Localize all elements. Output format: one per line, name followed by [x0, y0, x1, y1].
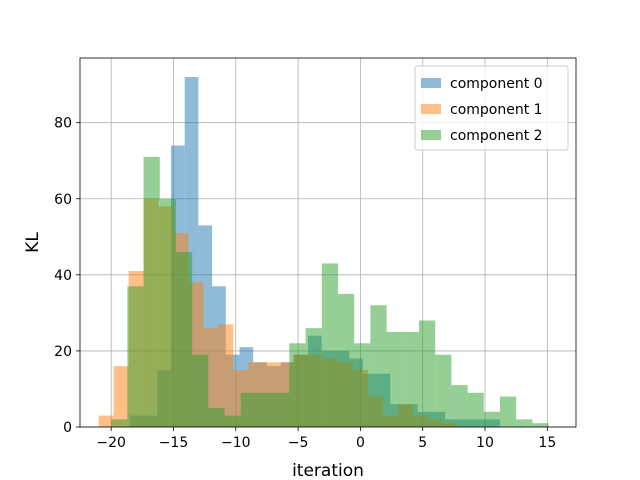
- histogram-bar: [386, 331, 403, 427]
- legend-entry: component 0: [450, 76, 543, 92]
- histogram-bar: [532, 423, 549, 427]
- y-axis-label: KL: [23, 232, 43, 253]
- x-tick-label: 15: [538, 435, 556, 451]
- x-tick-label: −10: [221, 435, 251, 451]
- legend-swatch: [421, 104, 441, 114]
- axis-ticks: −20 −15 −10 −5 0 5 10 15 0 20 40 60 80: [54, 116, 556, 451]
- series-2-bars: [111, 156, 549, 427]
- x-tick-label: −5: [288, 435, 309, 451]
- histogram-bar: [289, 343, 306, 427]
- y-tick-label: 40: [54, 268, 72, 284]
- bars: [98, 77, 549, 427]
- legend: component 0 component 1 component 2: [414, 65, 569, 151]
- y-tick-label: 80: [54, 116, 72, 132]
- histogram-bar: [273, 392, 290, 427]
- histogram-bar: [98, 415, 114, 427]
- histogram-bar: [111, 419, 128, 427]
- histogram-bar: [218, 324, 234, 427]
- histogram-bar: [175, 252, 193, 427]
- histogram-bar: [143, 156, 160, 427]
- histogram-bar: [256, 392, 274, 427]
- x-tick-label: 10: [476, 435, 494, 451]
- legend-entry: component 1: [450, 102, 543, 118]
- histogram-bar: [113, 366, 129, 427]
- histogram-bar: [224, 415, 241, 427]
- histogram-bar: [499, 396, 517, 427]
- legend-swatch: [421, 130, 441, 140]
- histogram-bar: [451, 385, 468, 427]
- x-tick-label: −20: [96, 435, 126, 451]
- histogram-bar: [370, 305, 387, 427]
- histogram-bar: [159, 198, 176, 427]
- legend-box: [414, 65, 569, 151]
- histogram-bar: [127, 286, 144, 427]
- histogram-bar: [208, 407, 225, 427]
- plot-frame: [79, 57, 577, 428]
- histogram-bar: [483, 411, 500, 427]
- histogram-bar: [305, 328, 322, 427]
- y-tick-label: 60: [54, 192, 72, 208]
- histogram-bar: [192, 354, 209, 427]
- y-tick-label: 0: [63, 420, 72, 436]
- histogram-bar: [321, 263, 338, 427]
- x-tick-label: −15: [159, 435, 189, 451]
- histogram-bar: [240, 392, 257, 427]
- x-tick-label: 0: [356, 435, 365, 451]
- histogram-bar: [354, 343, 371, 427]
- histogram-bar: [402, 331, 419, 427]
- histogram-bar: [418, 320, 436, 427]
- x-tick-label: 5: [418, 435, 427, 451]
- histogram-bar: [467, 392, 484, 427]
- legend-entry: component 2: [450, 128, 543, 144]
- y-tick-label: 20: [54, 344, 72, 360]
- x-axis-label: iteration: [292, 461, 364, 480]
- legend-swatch: [421, 78, 441, 88]
- histogram-bar: [516, 419, 533, 427]
- histogram-bar: [435, 354, 452, 427]
- histogram-bar: [337, 293, 355, 427]
